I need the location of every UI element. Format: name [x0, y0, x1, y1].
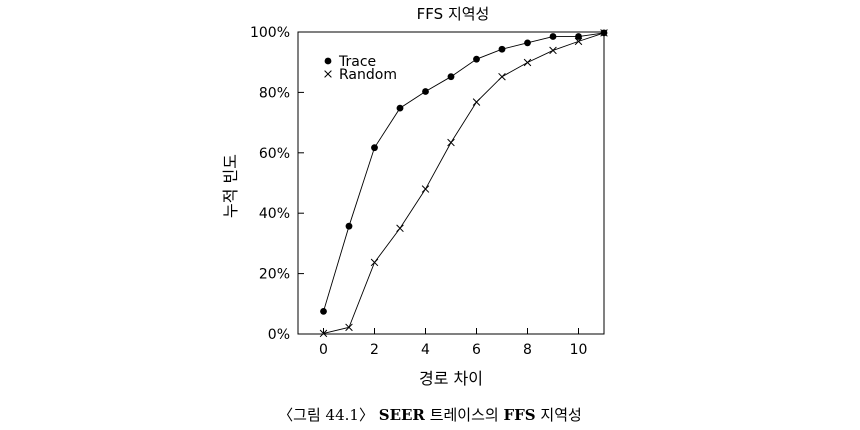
random-point — [574, 37, 583, 46]
legend-trace-marker — [324, 57, 332, 65]
trace-point — [524, 39, 531, 47]
random-point — [523, 58, 532, 67]
trace-point — [396, 104, 404, 112]
trace-point — [345, 222, 353, 230]
x-tick-label: 10 — [570, 342, 588, 358]
legend-random-label: Random — [339, 67, 397, 83]
random-point-stroke — [396, 224, 404, 233]
y-tick-label: 60% — [259, 146, 290, 162]
y-axis-label: 누적 빈도 — [221, 154, 240, 218]
trace-point — [422, 88, 429, 95]
y-tick-label: 40% — [259, 206, 290, 222]
random-point — [472, 98, 481, 106]
random-point — [549, 46, 557, 55]
caption-bold: SEER — [378, 406, 425, 424]
random-series-line — [323, 32, 605, 334]
random-point-stroke — [472, 98, 481, 106]
trace-point — [498, 45, 506, 53]
x-axis-label: 경로 차이 — [419, 369, 483, 388]
trace-point — [447, 73, 455, 81]
trace-point — [549, 33, 557, 40]
series-group — [319, 29, 608, 338]
caption-middle: 트레이스의 — [429, 406, 499, 424]
x-tick-label: 2 — [370, 342, 379, 358]
random-point — [345, 323, 353, 332]
y-tick-label: 80% — [259, 85, 290, 101]
random-point-stroke — [498, 72, 506, 81]
random-point — [370, 258, 379, 267]
caption-bold-2: FFS — [503, 406, 536, 424]
random-point-stroke — [447, 138, 455, 147]
caption-prefix: 〈그림 44.1〉 — [278, 406, 374, 424]
legend-marker-stroke — [324, 70, 332, 78]
trace-point — [575, 33, 582, 40]
random-point-stroke — [574, 37, 583, 46]
axes-group: 0 2 4 6 8 100%20%40%60%80%100% — [250, 25, 587, 358]
trace-point — [320, 307, 327, 315]
y-tick-label: 20% — [259, 267, 290, 283]
figure-caption: 〈그림 44.1〉 SEER 트레이스의 FFS 지역성 — [0, 404, 860, 425]
random-point-stroke — [523, 58, 532, 67]
x-tick-label: 0 — [319, 342, 328, 358]
trace-point — [473, 55, 480, 63]
random-point-stroke — [421, 185, 430, 193]
caption-suffix: 지역성 — [540, 406, 582, 424]
random-point-stroke — [345, 323, 353, 332]
random-point-stroke — [600, 29, 608, 37]
random-point — [447, 138, 455, 147]
trace-series-line — [323, 32, 605, 312]
x-tick-label: 4 — [421, 342, 430, 358]
y-tick-label: 0% — [268, 327, 290, 343]
random-point — [396, 224, 404, 233]
random-point — [319, 329, 328, 338]
x-tick-label: 6 — [472, 342, 481, 358]
random-point-stroke — [370, 258, 379, 267]
plot-frame — [297, 31, 605, 335]
random-point-stroke — [549, 46, 557, 55]
chart-title: FFS 지역성 — [417, 5, 490, 23]
random-point — [600, 29, 608, 37]
legend-trace-label: Trace — [338, 54, 376, 70]
legend-random-marker — [324, 70, 332, 78]
ffs-locality-chart: FFS 지역성 누적 빈도 경로 차이 0 2 4 6 8 100%20%40%60%80… — [221, 5, 608, 388]
random-point-stroke — [319, 329, 328, 338]
trace-point — [371, 144, 378, 152]
x-tick-label: 8 — [523, 342, 532, 358]
random-point — [498, 72, 506, 81]
y-tick-label: 100% — [250, 25, 290, 41]
random-point — [421, 185, 430, 193]
